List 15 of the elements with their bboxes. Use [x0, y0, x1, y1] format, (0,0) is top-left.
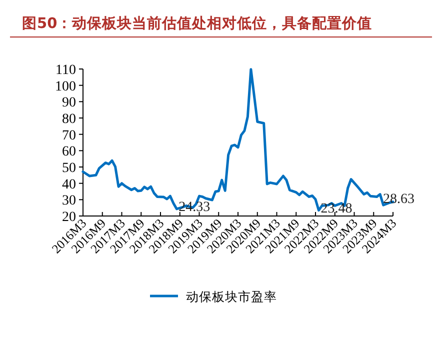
- annotation: 24.33: [178, 200, 210, 215]
- legend-label: 动保板块市盈率: [186, 289, 277, 304]
- annotation: 28.63: [383, 192, 414, 207]
- y-tick-label: 100: [55, 79, 76, 94]
- y-tick-label: 90: [62, 96, 76, 111]
- y-tick-label: 80: [62, 112, 76, 127]
- y-tick-label: 30: [62, 194, 76, 209]
- y-tick-label: 110: [56, 63, 76, 78]
- y-tick-label: 60: [62, 144, 76, 160]
- y-tick-label: 70: [62, 128, 76, 144]
- y-tick-label: 20: [62, 210, 76, 225]
- y-tick-label: 40: [62, 177, 76, 192]
- y-tick-label: 50: [62, 161, 76, 176]
- chart-title: 图50：动保板块当前估值处相对低位，具备配置价值: [22, 15, 372, 32]
- annotation: 23.48: [320, 201, 352, 216]
